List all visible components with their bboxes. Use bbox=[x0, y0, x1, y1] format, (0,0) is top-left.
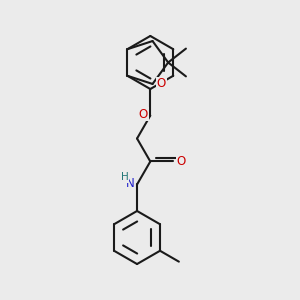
Text: O: O bbox=[157, 77, 166, 91]
Text: O: O bbox=[139, 108, 148, 121]
Text: O: O bbox=[176, 155, 185, 168]
Text: N: N bbox=[125, 176, 134, 190]
Text: H: H bbox=[121, 172, 128, 182]
